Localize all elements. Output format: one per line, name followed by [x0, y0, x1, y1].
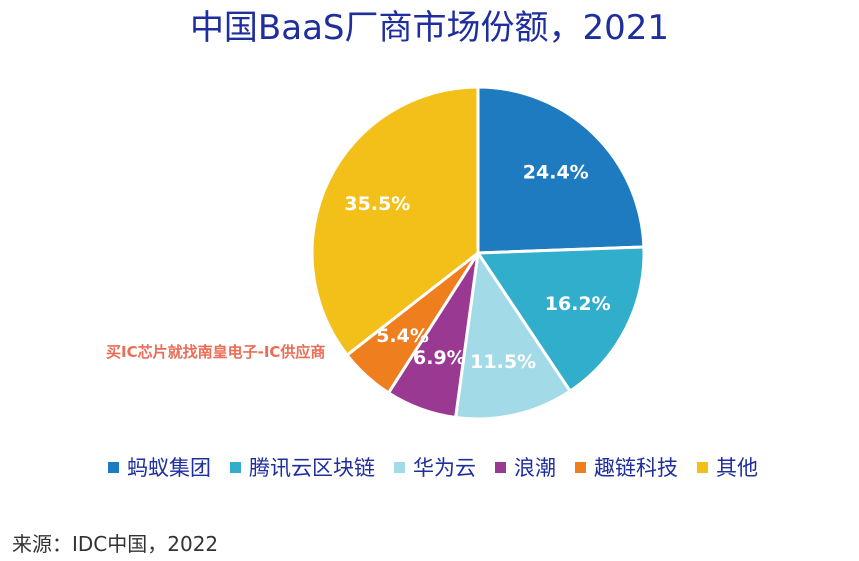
legend-label: 其他	[716, 456, 758, 480]
pie-data-label: 5.4%	[376, 325, 429, 347]
legend-item: 腾讯云区块链	[230, 452, 375, 482]
pie-slice	[310, 85, 480, 357]
pie-slice	[454, 251, 572, 421]
pie-slice	[476, 245, 646, 393]
legend-label: 腾讯云区块链	[249, 456, 375, 480]
legend-label: 浪潮	[514, 456, 556, 480]
pie-data-label: 16.2%	[545, 293, 611, 315]
legend-label: 趣链科技	[594, 456, 678, 480]
legend-label: 华为云	[413, 456, 476, 480]
legend-label: 蚂蚁集团	[127, 456, 211, 480]
pie-data-label: 35.5%	[344, 193, 410, 215]
legend-item: 浪潮	[495, 452, 556, 482]
legend-swatch	[230, 461, 241, 473]
chart-title: 中国BaaS厂商市场份额，2021	[189, 8, 670, 48]
pie-data-label: 24.4%	[523, 161, 589, 183]
pie-slice	[476, 85, 646, 255]
source-note: 来源：IDC中国，2022	[12, 532, 219, 556]
legend-swatch	[108, 461, 119, 473]
legend-swatch	[394, 461, 405, 473]
legend-swatch	[697, 461, 708, 473]
legend-item: 华为云	[394, 452, 476, 482]
legend: 蚂蚁集团 腾讯云区块链 华为云 浪潮 趣链科技 其他	[108, 452, 777, 482]
pie-data-label: 11.5%	[470, 351, 536, 373]
legend-swatch	[575, 461, 586, 473]
legend-swatch	[495, 461, 506, 473]
legend-item: 蚂蚁集团	[108, 452, 211, 482]
legend-item: 其他	[697, 452, 758, 482]
legend-item: 趣链科技	[575, 452, 678, 482]
pie-data-label: 6.9%	[413, 347, 466, 369]
